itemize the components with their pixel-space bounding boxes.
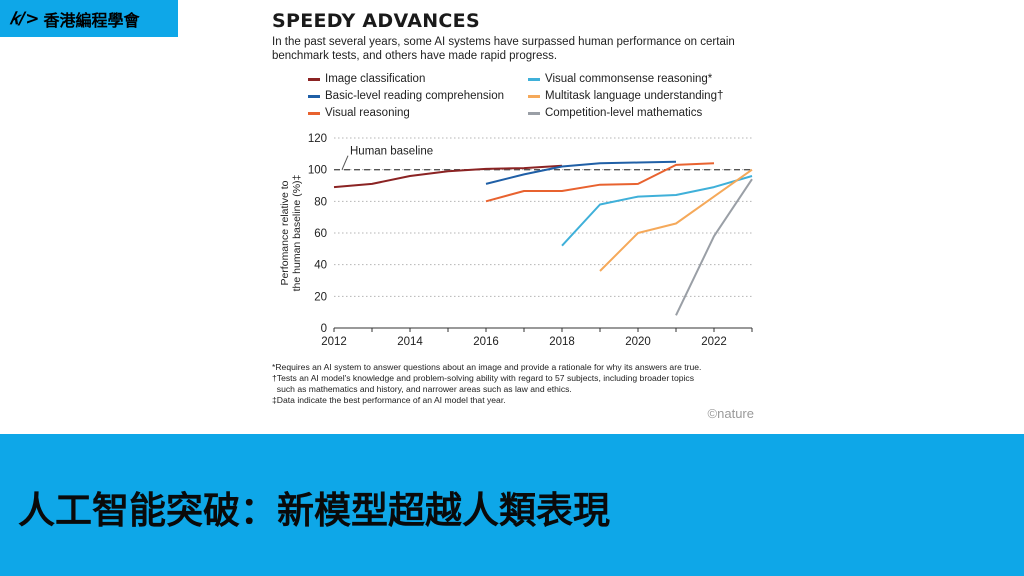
y-tick-label: 60 [314, 228, 327, 240]
series-line-3 [485, 162, 715, 203]
legend-label: Image classification [325, 73, 426, 85]
y-tick-label: 120 [308, 133, 327, 145]
legend-item: Basic-level reading comprehension [308, 90, 504, 102]
series-line-5 [599, 168, 753, 272]
x-tick-label: 2018 [549, 336, 575, 348]
chart-subtitle: In the past several years, some AI syste… [272, 36, 735, 62]
series-line-1 [333, 164, 563, 189]
legend-swatch [308, 111, 320, 115]
footnote-3: ‡Data indicate the best performance of a… [272, 395, 506, 405]
footnotes: *Requires an AI system to answer questio… [272, 362, 757, 406]
chart-figure: SPEEDY ADVANCES In the past several year… [262, 0, 762, 432]
footnote-2: †Tests an AI model's knowledge and probl… [272, 373, 695, 394]
legend-label: Basic-level reading comprehension [325, 90, 504, 102]
legend-swatch [528, 77, 540, 81]
legend-swatch [528, 111, 540, 115]
y-axis-label: Perfomance relative tothe human baseline… [279, 174, 303, 291]
title-banner: 人工智能突破：新模型超越人類表現 [0, 434, 1024, 576]
y-tick-label: 40 [314, 260, 327, 272]
y-tick-label: 0 [321, 323, 327, 335]
legend-swatch [308, 94, 320, 98]
code-logo-icon: 𝑘/> [10, 8, 40, 29]
legend-label: Visual reasoning [325, 107, 410, 119]
x-tick-label: 2016 [473, 336, 499, 348]
footnote-1: *Requires an AI system to answer questio… [272, 362, 702, 372]
y-tick-label: 20 [314, 291, 327, 303]
y-tick-label: 80 [314, 196, 327, 208]
logo-text: 香港編程學會 [43, 10, 140, 30]
legend-item: Multitask language understanding† [528, 90, 723, 102]
legend-swatch [528, 94, 540, 98]
series-line-4 [561, 175, 753, 247]
line-chart: 0 20 40 60 80 100 120 2012 2014 2016 2018 2020 2022 P… [279, 133, 753, 348]
series-line-6 [675, 178, 753, 316]
x-tick-label: 2022 [701, 336, 727, 348]
x-tick-label: 2020 [625, 336, 651, 348]
chart-title: SPEEDY ADVANCES [272, 10, 480, 32]
legend-item: Image classification [308, 73, 425, 85]
legend-label: Competition-level mathematics [545, 107, 703, 119]
y-tick-label: 100 [308, 165, 327, 177]
legend-label: Visual commonsense reasoning* [545, 73, 713, 85]
legend-item: Visual reasoning [308, 107, 410, 119]
x-tick-label: 2014 [397, 336, 423, 348]
legend-item: Visual commonsense reasoning* [528, 73, 712, 85]
legend-item: Competition-level mathematics [528, 107, 702, 119]
baseline-callout-line [341, 155, 349, 170]
logo-bar: 𝑘/> 香港編程學會 [0, 0, 178, 37]
x-tick-label: 2012 [321, 336, 347, 348]
human-baseline-label: Human baseline [350, 146, 433, 158]
legend-label: Multitask language understanding† [545, 90, 724, 102]
banner-title: 人工智能突破：新模型超越人類表現 [18, 489, 610, 532]
nature-credit: ©nature [707, 406, 754, 421]
series-line-2 [485, 160, 677, 185]
legend-swatch [308, 77, 320, 81]
